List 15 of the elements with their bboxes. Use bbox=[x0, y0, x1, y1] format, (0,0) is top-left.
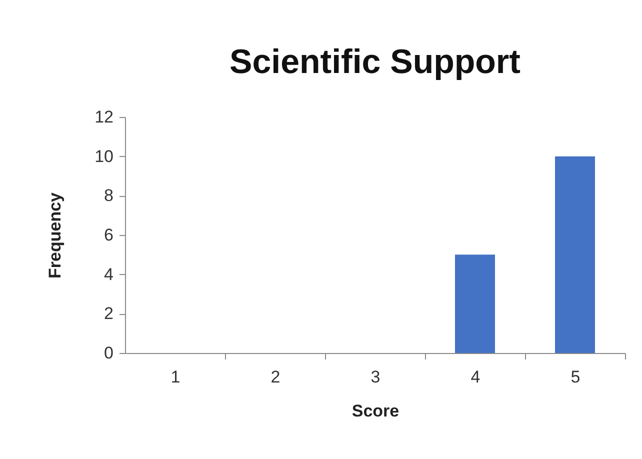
y-tick-label: 6 bbox=[104, 226, 114, 244]
x-tick-label: 5 bbox=[570, 368, 580, 386]
chart-title: Scientific Support bbox=[230, 43, 520, 81]
y-tick-label: 12 bbox=[94, 108, 114, 126]
x-axis-title: Score bbox=[352, 402, 400, 420]
x-tick-label: 3 bbox=[370, 368, 380, 386]
x-tick-label: 2 bbox=[270, 368, 280, 386]
x-tick-label: 4 bbox=[470, 368, 480, 386]
y-tick-label: 8 bbox=[104, 186, 114, 206]
y-tick-label: 10 bbox=[94, 146, 114, 166]
y-tick-label: 0 bbox=[104, 344, 114, 362]
x-tick-label: 1 bbox=[170, 368, 180, 386]
y-tick-label: 2 bbox=[104, 304, 114, 324]
y-axis-title: Frequency bbox=[46, 192, 65, 278]
y-tick-label: 4 bbox=[104, 264, 114, 284]
